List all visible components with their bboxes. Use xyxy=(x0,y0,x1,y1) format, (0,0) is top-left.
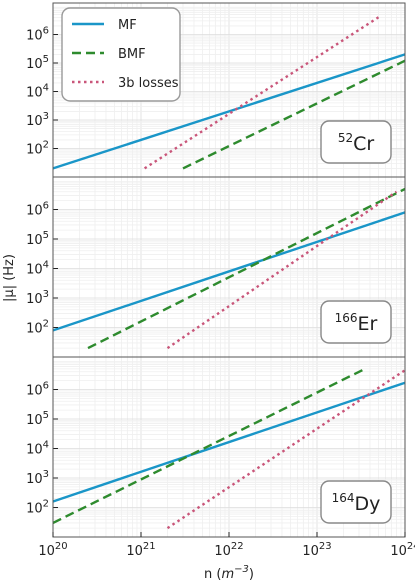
y-tick-label: 106 xyxy=(26,381,49,399)
y-tick-label: 103 xyxy=(26,111,49,129)
y-tick-label: 102 xyxy=(26,140,49,158)
y-tick-label: 104 xyxy=(26,83,49,101)
x-tick-label: 1024 xyxy=(390,541,415,559)
x-tick-label: 1022 xyxy=(214,541,243,559)
y-tick-label: 106 xyxy=(26,201,49,219)
y-tick-label: 104 xyxy=(26,440,49,458)
series-bmf xyxy=(52,367,366,524)
legend-box xyxy=(61,7,181,102)
y-axis-label: |μ| (Hz) xyxy=(2,254,17,302)
series-mf xyxy=(52,53,406,170)
element-label-box xyxy=(320,300,392,344)
y-tick-label: 102 xyxy=(26,319,49,337)
y-tick-label: 106 xyxy=(26,26,49,44)
x-tick-label: 1021 xyxy=(126,541,155,559)
legend-label: 3b losses xyxy=(118,76,179,91)
x-tick-label: 1020 xyxy=(38,541,67,559)
series-mf xyxy=(52,381,406,503)
y-tick-label: 103 xyxy=(26,469,49,487)
y-tick-label: 103 xyxy=(26,289,49,307)
x-axis-label: n (m−3) xyxy=(204,564,254,582)
series-3b-losses xyxy=(166,190,398,350)
panel-er: 102 103 104 105 106 166Er xyxy=(26,176,406,358)
series-bmf xyxy=(87,187,406,350)
element-label-box xyxy=(320,120,392,164)
series-mf xyxy=(52,211,406,332)
legend: MF BMF 3b losses xyxy=(61,7,181,102)
y-tick-label: 105 xyxy=(26,410,49,428)
element-label: 164Dy xyxy=(332,491,381,515)
legend-label: MF xyxy=(118,18,137,33)
element-label: 52Cr xyxy=(338,131,375,155)
y-tick-label: 104 xyxy=(26,260,49,278)
x-tick-label: 1023 xyxy=(302,541,331,559)
series-3b-losses xyxy=(143,16,380,170)
y-tick-label: 105 xyxy=(26,230,49,248)
y-tick-label: 102 xyxy=(26,499,49,517)
legend-label: BMF xyxy=(118,47,146,62)
y-tick-label: 105 xyxy=(26,54,49,72)
element-label-box xyxy=(320,480,392,524)
panel-dy: 102 103 104 105 106 164Dy xyxy=(26,356,406,538)
element-label: 166Er xyxy=(335,311,378,335)
